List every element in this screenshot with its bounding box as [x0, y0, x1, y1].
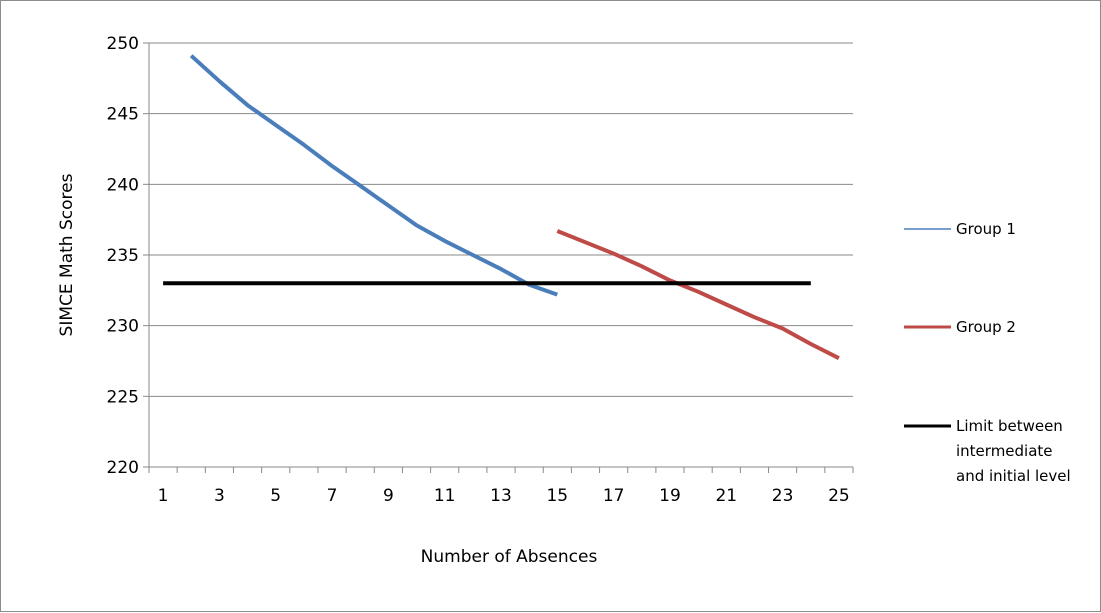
x-tick-label: 9	[383, 486, 394, 506]
legend-label: Limit between	[956, 417, 1063, 435]
gridlines	[143, 42, 853, 468]
y-tick-label: 250	[107, 34, 139, 54]
legend-label: intermediate	[956, 442, 1053, 460]
x-tick-label: 5	[270, 486, 281, 506]
series-line-2	[556, 229, 840, 360]
y-tick-label: 240	[107, 175, 139, 195]
legend-label: Group 1	[956, 220, 1016, 238]
legend: Group 1 Group 2 Limit between intermediate a…	[904, 220, 1071, 485]
y-axis-title: SIMCE Math Scores	[57, 173, 77, 336]
axes	[148, 43, 854, 473]
x-tick-label: 1	[158, 486, 169, 506]
x-tick-label: 13	[490, 486, 512, 506]
x-tick-label: 11	[434, 486, 456, 506]
x-tick-label: 7	[327, 486, 338, 506]
x-tick-label: 19	[659, 486, 681, 506]
y-tick-label: 245	[107, 105, 139, 125]
legend-label: Group 2	[956, 318, 1016, 336]
y-tick-label: 225	[107, 387, 139, 407]
y-tick-label: 220	[107, 458, 139, 478]
x-tick-label: 15	[546, 486, 568, 506]
x-tick-label: 17	[603, 486, 625, 506]
y-tick-label: 230	[107, 317, 139, 337]
series-line-1	[189, 54, 558, 297]
x-tick-label: 23	[772, 486, 794, 506]
y-tick-label: 235	[107, 246, 139, 266]
x-tick-label: 25	[828, 486, 850, 506]
x-axis-title: Number of Absences	[421, 547, 598, 567]
series-group	[163, 54, 840, 360]
legend-label: and initial level	[956, 467, 1071, 485]
x-tick-label: 21	[715, 486, 737, 506]
x-tick-label: 3	[214, 486, 225, 506]
